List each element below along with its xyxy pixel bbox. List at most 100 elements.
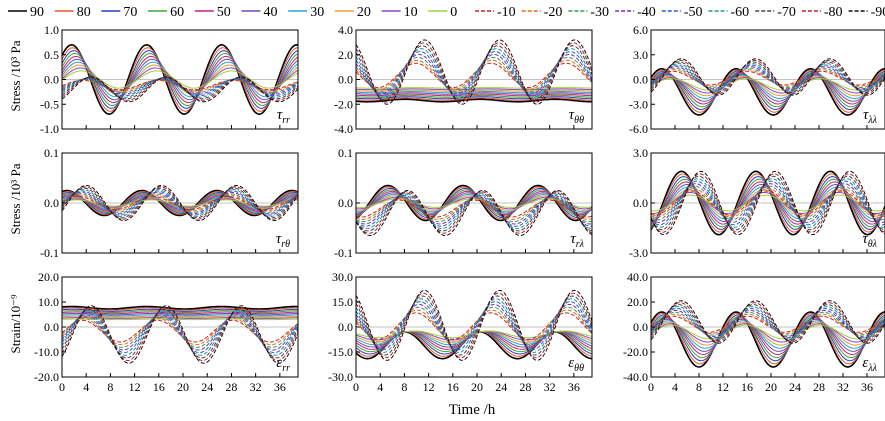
series-line xyxy=(356,51,592,97)
legend-label: 70 xyxy=(123,5,137,20)
legend-label: -90 xyxy=(871,5,885,20)
series-line xyxy=(62,44,298,115)
x-tick-label: 4 xyxy=(377,380,383,394)
series-line xyxy=(356,39,592,105)
series-line xyxy=(356,192,592,232)
y-tick-label: 3.0 xyxy=(633,146,648,160)
legend-label: 30 xyxy=(310,5,324,20)
series-line xyxy=(651,302,885,343)
series-line xyxy=(62,317,298,319)
series-line xyxy=(356,189,592,236)
x-tick-label: 20 xyxy=(177,380,189,394)
series-line xyxy=(651,300,885,344)
x-tick-label: 36 xyxy=(861,380,873,394)
x-tick-label: 12 xyxy=(423,380,435,394)
x-tick-label: 20 xyxy=(471,380,483,394)
panel-variable-label: τθθ xyxy=(569,107,584,126)
x-tick-label: 32 xyxy=(250,380,262,394)
series-line xyxy=(62,191,298,215)
y-tick-label: -0.1 xyxy=(40,246,59,260)
y-tick-label: -2.0 xyxy=(334,97,353,111)
x-tick-label: 4 xyxy=(83,380,89,394)
series-line xyxy=(62,189,298,217)
series-line xyxy=(651,312,885,365)
x-tick-label: 0 xyxy=(648,380,654,394)
x-tick-label: 36 xyxy=(568,380,580,394)
y-tick-label: -0.5 xyxy=(40,97,59,111)
y-tick-label: -20.0 xyxy=(623,345,648,359)
y-tick-label: 0.0 xyxy=(338,196,353,210)
series-line xyxy=(651,70,885,110)
panel: -3.0 0.0 3.0 τθλ xyxy=(629,146,885,260)
y-tick-label: 40.0 xyxy=(627,270,648,284)
series-line xyxy=(651,324,885,340)
panel-variable-label: τθλ xyxy=(862,231,877,250)
y-tick-label: 0.0 xyxy=(338,320,353,334)
series-line xyxy=(356,87,592,89)
x-tick-label: 28 xyxy=(225,380,237,394)
y-tick-label: 10.0 xyxy=(38,295,59,309)
row-labels: Stress /10³ Pa Stress /10³ Pa Strain/10⁻⁹ xyxy=(8,40,23,353)
panel: -20.0 -10.0 0.0 10.0 20.0 0 4 8 12 16 20 24 28 32 36 εr… xyxy=(34,270,299,394)
series-line xyxy=(62,58,298,101)
x-axis-label: Time /h xyxy=(449,402,496,418)
x-tick-label: 32 xyxy=(544,380,556,394)
series-line xyxy=(356,56,592,93)
legend-label: 40 xyxy=(264,5,278,20)
series-line xyxy=(651,64,885,91)
y-tick-label: -3.0 xyxy=(629,97,648,111)
series-line xyxy=(356,289,592,361)
series-line xyxy=(356,48,592,99)
panel-variable-label: τrr xyxy=(277,107,290,126)
x-tick-label: 12 xyxy=(129,380,141,394)
series-line xyxy=(356,45,592,101)
legend-label: -20 xyxy=(544,5,563,20)
y-tick-label: 0.0 xyxy=(338,73,353,87)
series-line xyxy=(651,63,885,92)
series-line xyxy=(651,170,885,236)
x-tick-label: 16 xyxy=(741,380,753,394)
series-line xyxy=(356,93,592,97)
series-line xyxy=(62,318,298,321)
series-line xyxy=(62,70,298,89)
series-line xyxy=(62,76,298,103)
y-tick-label: 20.0 xyxy=(627,295,648,309)
x-tick-label: 4 xyxy=(672,380,678,394)
series-line xyxy=(651,58,885,96)
series-line xyxy=(356,292,592,359)
series-line xyxy=(651,72,885,105)
legend-label: -60 xyxy=(731,5,750,20)
series-line xyxy=(62,310,298,356)
series-line xyxy=(356,42,592,103)
series-line xyxy=(62,308,298,312)
series-line xyxy=(62,307,298,311)
x-tick-label: 28 xyxy=(519,380,531,394)
series-line xyxy=(651,311,885,336)
series-line xyxy=(651,307,885,339)
series-line xyxy=(651,191,885,215)
series-line xyxy=(62,61,298,98)
y-tick-label: 30.0 xyxy=(332,270,353,284)
x-tick-label: 8 xyxy=(107,380,113,394)
y-tick-label: 0.0 xyxy=(633,73,648,87)
x-tick-label: 24 xyxy=(789,380,801,394)
y-tick-label: 2.0 xyxy=(338,48,353,62)
panel: -1.0 -0.5 0.0 0.5 1.0 τrr xyxy=(40,23,299,136)
series-line xyxy=(651,69,885,113)
series-line xyxy=(62,185,298,222)
series-line xyxy=(651,75,885,97)
series-line xyxy=(356,92,592,95)
series-line xyxy=(651,78,885,91)
series-line xyxy=(651,194,885,212)
y-tick-label: -10.0 xyxy=(34,345,59,359)
legend-label: -40 xyxy=(637,5,656,20)
series-line xyxy=(651,77,885,94)
y-tick-label: 0.0 xyxy=(44,320,59,334)
series-line xyxy=(356,62,592,89)
series-line xyxy=(651,309,885,337)
x-tick-label: 36 xyxy=(274,380,286,394)
series-line xyxy=(62,50,298,109)
x-tick-label: 20 xyxy=(765,380,777,394)
y-tick-label: -40.0 xyxy=(623,370,648,384)
